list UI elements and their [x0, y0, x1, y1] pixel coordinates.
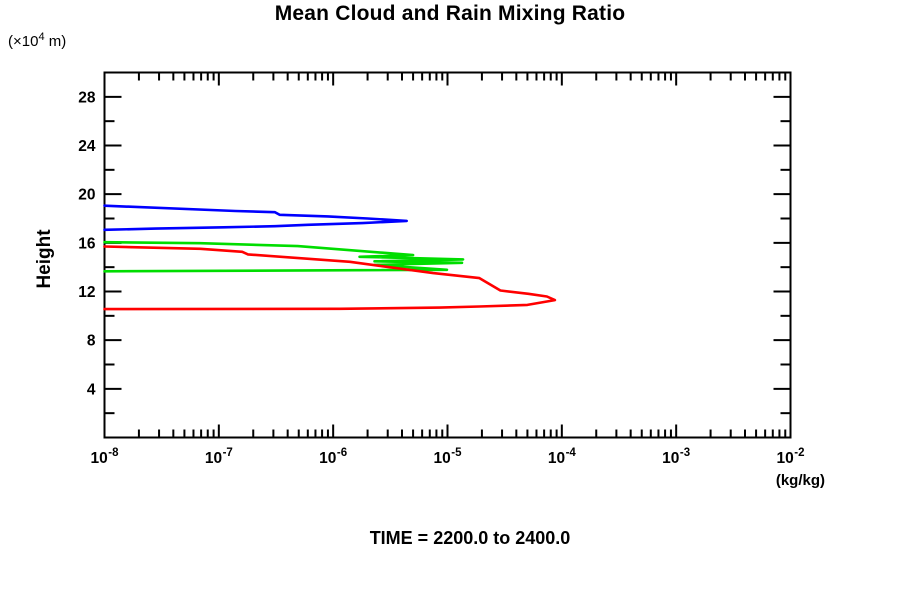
series-green-profile-line: [103, 240, 465, 273]
x-tick-label: 10-3: [662, 447, 690, 467]
plot-border: [103, 71, 792, 439]
series-blue-profile-line: [103, 204, 409, 232]
x-tick-labels: 10-8 10-7 10-6 10-5 10-4 10-3 10-2: [91, 447, 805, 467]
x-tick-label: 10-5: [434, 447, 463, 467]
y-tick-label: 28: [78, 89, 96, 106]
x-tick-label: 10-6: [319, 447, 347, 467]
x-tick-label: 10-4: [548, 447, 577, 467]
y-tick-label: 4: [87, 381, 96, 398]
y-axis-units-label: (×104 m): [8, 31, 66, 50]
x-tick-label: 10-8: [91, 447, 120, 467]
y-units-exponent: 4: [38, 31, 45, 43]
y-tick-labels: 4 8 12 16 20 24 28: [78, 89, 96, 398]
x-axis-units-label: (kg/kg): [775, 472, 825, 489]
y-tick-label: 12: [78, 284, 95, 301]
chart-title: Mean Cloud and Rain Mixing Ratio: [274, 2, 626, 25]
y-tick-label: 16: [78, 235, 96, 252]
series-red-profile-line: [103, 245, 557, 311]
y-tick-label: 24: [78, 138, 96, 155]
y-units-prefix: (×10: [8, 33, 39, 50]
y-units-suffix: m): [44, 33, 67, 50]
y-axis-ticks: [104, 95, 791, 415]
x-tick-label: 10-7: [205, 447, 233, 467]
time-range-label: TIME = 2200.0 to 2400.0: [369, 528, 571, 548]
x-axis-ticks: [103, 72, 792, 438]
x-tick-label: 10-2: [777, 447, 805, 467]
y-tick-label: 20: [78, 187, 95, 204]
y-tick-label: 8: [87, 333, 96, 350]
